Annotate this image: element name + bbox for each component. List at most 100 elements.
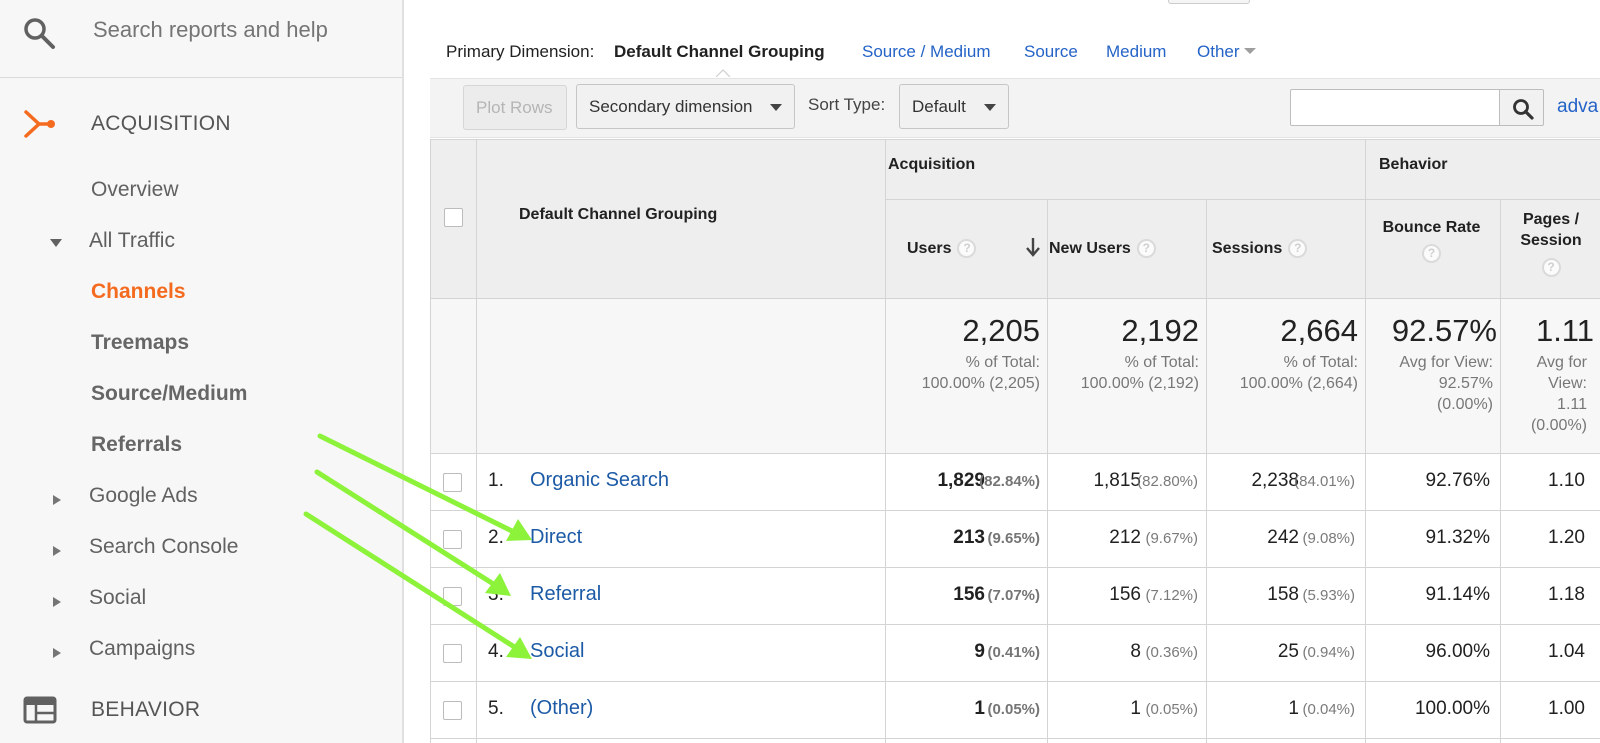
- row-checkbox[interactable]: [443, 644, 462, 663]
- sessions-percent: (84.01%): [1294, 473, 1355, 490]
- row-index: 2.: [488, 527, 504, 548]
- section-behavior[interactable]: BEHAVIOR: [0, 690, 402, 730]
- channel-link[interactable]: Social: [530, 640, 585, 662]
- channel-link[interactable]: (Other): [530, 697, 594, 719]
- new-users-header-label: New Users: [1049, 240, 1131, 257]
- column-header-bounce-rate[interactable]: Bounce Rate ?: [1364, 219, 1499, 263]
- sort-type-dropdown[interactable]: Default: [899, 84, 1009, 129]
- sidebar-item-google-ads[interactable]: Google Ads: [89, 484, 198, 507]
- top-button-edge[interactable]: [1168, 0, 1250, 4]
- summary-users-line1: % of Total:: [965, 354, 1040, 371]
- bounce-rate-value: 91.14%: [1425, 584, 1490, 605]
- pages-session-header-line1: Pages /: [1522, 211, 1580, 228]
- help-icon[interactable]: ?: [1288, 239, 1308, 258]
- column-header-pages-session[interactable]: Pages / Session ?: [1501, 209, 1600, 278]
- summary-pages-session-line1: Avg for: [1536, 354, 1587, 371]
- search-placeholder: Search reports and help: [93, 17, 328, 42]
- sessions-header-label: Sessions: [1212, 240, 1283, 257]
- summary-users-line2: 100.00% (2,205): [921, 375, 1040, 392]
- caret-right-icon[interactable]: [49, 544, 63, 558]
- summary-pages-session-line2: View:: [1548, 375, 1587, 392]
- new-users-value: 212: [1109, 527, 1141, 548]
- users-percent: (0.05%): [987, 701, 1040, 718]
- help-icon[interactable]: ?: [1422, 244, 1441, 263]
- row-checkbox[interactable]: [443, 530, 462, 549]
- sidebar-item-source-medium[interactable]: Source/Medium: [91, 382, 248, 405]
- grid-line: [430, 624, 1600, 625]
- dimension-link-source[interactable]: Source: [1024, 42, 1078, 61]
- section-acquisition[interactable]: ACQUISITION: [0, 104, 402, 144]
- pages-session-value: 1.04: [1548, 641, 1585, 662]
- row-checkbox[interactable]: [443, 473, 462, 492]
- group-header-behavior: Behavior: [1379, 156, 1448, 173]
- table-row[interactable]: 2. Direct 213 (9.65%) 212 (9.67%) 242 (9…: [430, 511, 1600, 568]
- sidebar-item-search-console[interactable]: Search Console: [89, 535, 239, 558]
- primary-dimension-current: Default Channel Grouping: [614, 42, 825, 61]
- advanced-filter-link[interactable]: adva: [1557, 96, 1599, 117]
- row-index: 3.: [488, 584, 504, 605]
- plot-rows-button[interactable]: Plot Rows: [463, 85, 567, 130]
- dimension-link-other[interactable]: Other: [1197, 42, 1256, 62]
- column-header-users[interactable]: Users?: [907, 239, 977, 258]
- dimension-link-medium[interactable]: Medium: [1106, 42, 1167, 61]
- sidebar-item-social[interactable]: Social: [89, 586, 147, 609]
- sidebar-item-channels[interactable]: Channels: [91, 280, 186, 303]
- sidebar-item-overview[interactable]: Overview: [91, 178, 179, 201]
- new-users-value: 8: [1130, 641, 1141, 662]
- channel-link[interactable]: Direct: [530, 526, 583, 548]
- sessions-value: 25: [1277, 641, 1299, 662]
- row-checkbox[interactable]: [443, 701, 462, 720]
- table-row[interactable]: 5. (Other) 1 (0.05%) 1 (0.05%) 1 (0.04%)…: [430, 682, 1600, 739]
- help-icon[interactable]: ?: [1136, 239, 1156, 258]
- column-header-new-users[interactable]: New Users?: [1049, 239, 1156, 258]
- sidebar: Search reports and help ACQUISITION Over…: [0, 0, 404, 743]
- new-users-percent: (9.67%): [1145, 530, 1198, 547]
- users-header-label: Users: [907, 240, 952, 257]
- row-checkbox[interactable]: [443, 587, 462, 606]
- dimension-column-header[interactable]: Default Channel Grouping: [519, 206, 718, 223]
- search-icon: [1513, 99, 1534, 120]
- help-icon[interactable]: ?: [957, 239, 977, 258]
- caret-right-icon[interactable]: [49, 493, 63, 507]
- pages-session-value: 1.00: [1548, 698, 1585, 719]
- table-row[interactable]: 1. Organic Search 1,829 (82.84%) 1,815 (…: [430, 454, 1600, 511]
- sidebar-search[interactable]: Search reports and help: [0, 0, 402, 78]
- select-all-checkbox[interactable]: [444, 208, 463, 227]
- summary-sessions-note: % of Total: 100.00% (2,664): [1240, 352, 1358, 394]
- secondary-dimension-dropdown[interactable]: Secondary dimension: [576, 84, 795, 129]
- sidebar-item-referrals[interactable]: Referrals: [91, 433, 183, 456]
- sessions-percent: (0.04%): [1302, 701, 1355, 718]
- dimension-link-source-medium[interactable]: Source / Medium: [862, 42, 991, 61]
- bounce-rate-value: 92.76%: [1425, 470, 1490, 491]
- caret-right-icon[interactable]: [49, 595, 63, 609]
- selected-pointer-icon: [716, 69, 730, 77]
- bounce-rate-value: 96.00%: [1425, 641, 1490, 662]
- dropdown-arrow-icon: [984, 104, 996, 111]
- users-percent: (0.41%): [987, 644, 1040, 661]
- summary-bounce-rate-line3: (0.00%): [1436, 396, 1493, 413]
- users-value: 1,829: [937, 470, 985, 491]
- chevron-down-icon: [1243, 48, 1256, 54]
- pages-session-value: 1.10: [1548, 470, 1585, 491]
- sidebar-item-treemaps[interactable]: Treemaps: [91, 331, 190, 354]
- pages-session-header-line2: Session: [1520, 232, 1582, 249]
- grid-line: [430, 681, 1600, 682]
- sidebar-item-all-traffic[interactable]: All Traffic: [89, 229, 175, 252]
- grid-line: [430, 567, 1600, 568]
- channel-link[interactable]: Referral: [530, 583, 602, 605]
- grid-line: [885, 139, 886, 743]
- channel-link[interactable]: Organic Search: [530, 469, 669, 491]
- help-icon[interactable]: ?: [1541, 258, 1561, 277]
- sidebar-item-campaigns[interactable]: Campaigns: [89, 637, 196, 660]
- caret-right-icon[interactable]: [49, 646, 63, 660]
- caret-down-icon[interactable]: [49, 235, 63, 249]
- table-row[interactable]: 3. Referral 156 (7.07%) 156 (7.12%) 158 …: [430, 568, 1600, 625]
- table-search-input[interactable]: [1290, 89, 1500, 126]
- sort-descending-icon[interactable]: [1025, 236, 1041, 258]
- table-search-button[interactable]: [1499, 89, 1544, 126]
- column-header-sessions[interactable]: Sessions?: [1212, 239, 1308, 258]
- summary-bounce-rate-note: Avg for View: 92.57% (0.00%): [1399, 352, 1493, 415]
- table-row[interactable]: 4. Social 9 (0.41%) 8 (0.36%) 25 (0.94%)…: [430, 625, 1600, 682]
- grid-line: [430, 139, 1600, 140]
- row-index: 1.: [488, 470, 504, 491]
